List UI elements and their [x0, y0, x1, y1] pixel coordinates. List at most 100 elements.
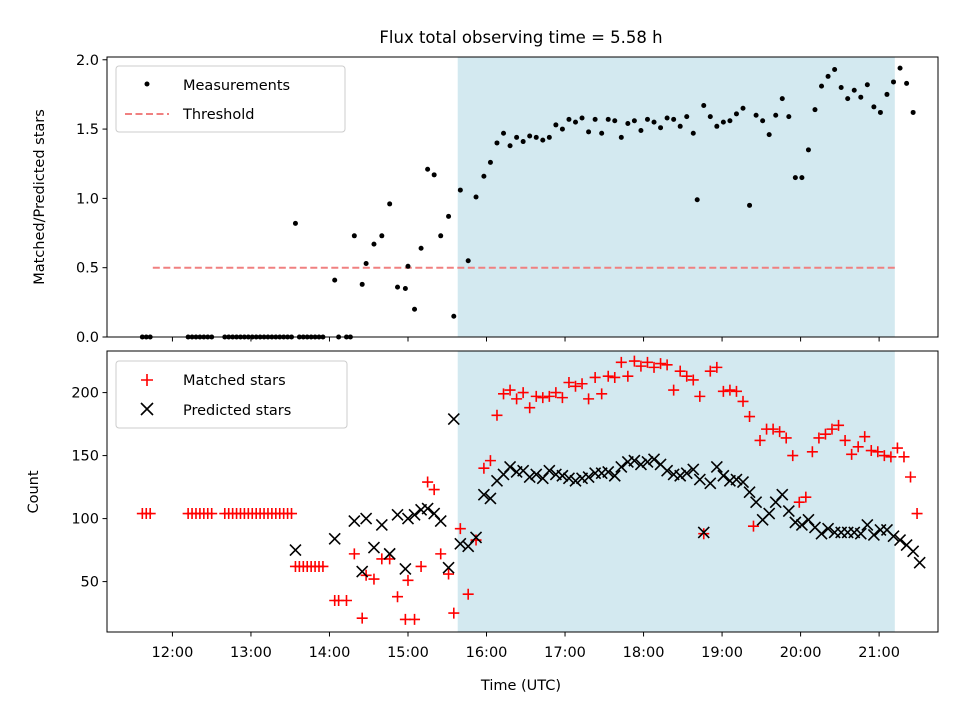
measurement-point — [359, 281, 365, 287]
predicted-star-point — [328, 532, 341, 545]
measurement-point — [864, 82, 870, 88]
top-y-tick-label: 0.0 — [76, 330, 99, 346]
predicted-star-point — [582, 470, 595, 484]
measurement-point — [351, 233, 357, 239]
measurement-point — [694, 197, 700, 203]
predicted-star-point — [861, 518, 874, 531]
x-tick-label: 20:00 — [780, 645, 822, 661]
matched-star-point — [537, 392, 549, 404]
bottom-y-tick-label: 50 — [81, 575, 99, 591]
bottom-shaded-span — [457, 351, 895, 632]
measurement-point — [605, 116, 611, 122]
matched-star-point — [517, 387, 529, 399]
legend-predicted-marker — [140, 402, 154, 416]
matched-star-point — [356, 612, 368, 624]
matched-star-point — [694, 390, 706, 402]
matched-star-point — [556, 392, 568, 404]
matched-star-point — [698, 528, 710, 540]
measurement-point — [701, 103, 707, 109]
matched-star-point — [780, 432, 792, 444]
measurement-point — [677, 123, 683, 129]
predicted-star-point — [523, 470, 536, 484]
matched-star-point — [448, 607, 460, 619]
matched-star-point — [793, 496, 805, 508]
predicted-star-point — [484, 492, 497, 505]
matched-star-point — [681, 370, 693, 382]
matched-star-point — [730, 385, 742, 397]
top-legend: Measurements Threshold — [115, 65, 346, 133]
bottom-legend-box — [115, 360, 348, 429]
top-y-axis-label: Matched/Predicted stars — [32, 109, 48, 285]
matched-star-point — [839, 434, 851, 446]
matched-star-point — [878, 450, 890, 462]
matched-star-point — [674, 365, 686, 377]
predicted-star-point — [628, 454, 641, 467]
predicted-star-point — [661, 464, 674, 477]
predicted-star-point — [867, 528, 880, 542]
measurement-point — [540, 137, 546, 143]
matched-star-point — [570, 380, 582, 392]
predicted-star-point — [763, 507, 776, 520]
matched-star-point — [602, 370, 614, 382]
predicted-star-point — [687, 463, 700, 476]
measurement-point — [586, 129, 592, 135]
predicted-star-point — [815, 527, 828, 540]
measurement-point — [638, 127, 644, 133]
predicted-star-point — [710, 460, 723, 473]
predicted-star-point — [736, 475, 750, 489]
legend-threshold-label: Threshold — [182, 107, 254, 123]
measurement-point — [533, 134, 539, 140]
predicted-star-point — [782, 504, 795, 518]
matched-star-point — [144, 508, 156, 520]
matched-star-point — [368, 573, 380, 585]
matched-star-point — [661, 359, 673, 371]
matched-star-point — [498, 388, 510, 400]
predicted-star-point — [680, 467, 693, 480]
matched-star-point — [422, 476, 434, 488]
legend-matched-marker — [141, 374, 153, 386]
predicted-star-point — [893, 533, 907, 547]
measurement-point — [871, 104, 877, 110]
measurement-point — [760, 118, 766, 124]
legend-matched-label: Matched stars — [183, 373, 286, 389]
measurement-point — [891, 79, 897, 85]
top-y-tick-label: 1.0 — [76, 191, 99, 207]
measurement-point — [740, 105, 746, 111]
matched-star-point — [462, 588, 474, 600]
matched-star-point — [543, 390, 555, 402]
measurement-point — [651, 119, 657, 125]
matched-star-point — [484, 455, 496, 467]
matched-star-point — [641, 356, 653, 368]
measurement-point — [292, 220, 298, 226]
matched-star-point — [813, 432, 825, 444]
matched-star-point — [737, 395, 749, 407]
measurement-point — [599, 130, 605, 136]
matched-star-point — [454, 523, 466, 535]
predicted-star-point — [697, 526, 710, 539]
predicted-star-point — [602, 465, 615, 479]
matched-star-point — [511, 393, 523, 405]
matched-star-point — [833, 419, 845, 431]
bottom-y-tick-label: 150 — [71, 449, 99, 465]
predicted-star-point — [356, 565, 369, 578]
measurement-point — [720, 119, 726, 125]
matched-star-point — [615, 356, 627, 368]
x-tick-label: 21:00 — [858, 645, 900, 661]
matched-star-point — [609, 371, 621, 383]
matched-star-point — [443, 568, 455, 580]
matched-star-point — [717, 385, 729, 397]
x-tick-label: 12:00 — [152, 645, 194, 661]
measurement-point — [773, 112, 779, 118]
matched-star-point — [470, 534, 482, 546]
x-axis-label: Time (UTC) — [480, 678, 561, 694]
measurement-point — [371, 241, 377, 247]
predicted-star-point — [750, 496, 763, 509]
top-shaded-span — [457, 57, 895, 337]
measurement-point — [451, 313, 457, 319]
predicted-star-point — [434, 515, 447, 528]
bottom-y-tick-label: 100 — [71, 512, 99, 528]
matched-star-point — [576, 378, 588, 390]
predicted-star-point — [360, 512, 373, 525]
predicted-star-point — [693, 473, 706, 486]
predicted-star-point — [375, 518, 388, 531]
